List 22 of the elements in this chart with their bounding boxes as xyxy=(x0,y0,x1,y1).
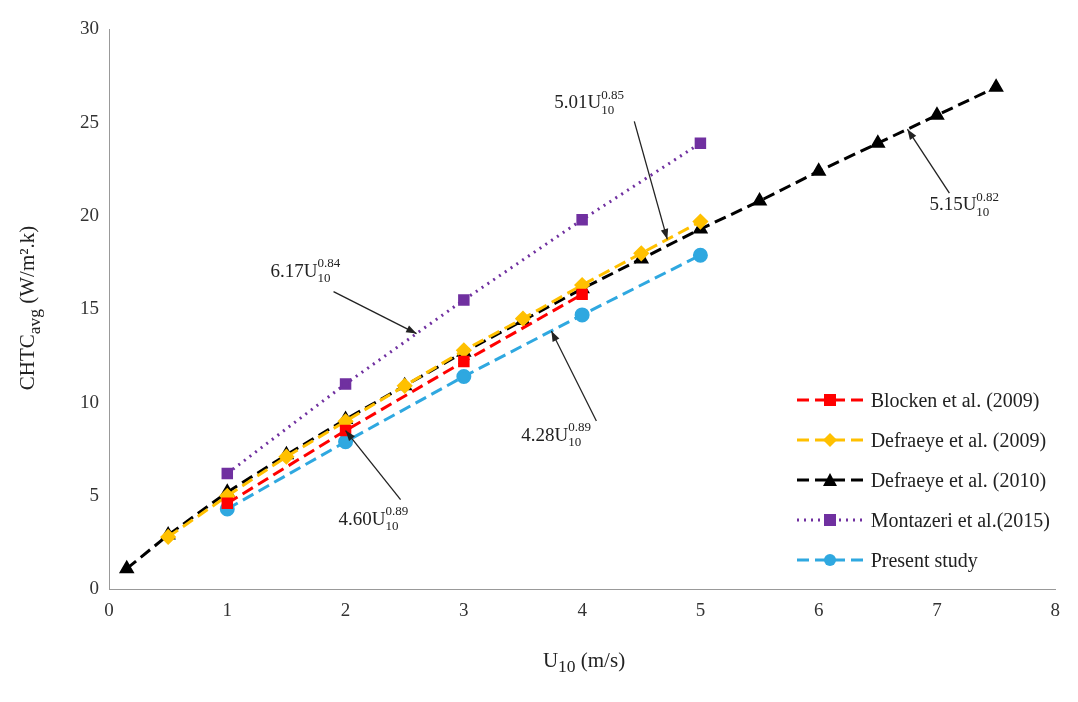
legend-label: Defraeye et al. (2010) xyxy=(870,468,1047,492)
x-tick-label: 3 xyxy=(459,598,469,620)
y-tick-label: 25 xyxy=(80,110,99,132)
x-tick-label: 6 xyxy=(813,598,824,620)
x-tick-label: 0 xyxy=(104,598,114,620)
y-tick-label: 10 xyxy=(80,390,99,412)
x-tick-label: 5 xyxy=(695,598,706,620)
y-tick-label: 0 xyxy=(89,577,99,599)
legend-label: Defraeye et al. (2009) xyxy=(870,428,1047,452)
y-tick-label: 15 xyxy=(80,297,99,319)
x-tick-label: 4 xyxy=(577,598,588,620)
y-tick-label: 20 xyxy=(80,203,99,225)
legend-label: Present study xyxy=(870,548,978,572)
y-tick-label: 30 xyxy=(80,17,99,39)
x-tick-label: 1 xyxy=(222,598,233,620)
legend-label: Blocken et al. (2009) xyxy=(870,388,1040,412)
x-tick-label: 8 xyxy=(1050,598,1060,620)
x-tick-label: 7 xyxy=(932,598,942,620)
x-tick-label: 2 xyxy=(340,598,351,620)
y-tick-label: 5 xyxy=(89,483,99,505)
legend-label: Montazeri et al.(2015) xyxy=(870,508,1050,532)
x-axis-title: U$_{10}$ (m/s) xyxy=(541,648,627,678)
